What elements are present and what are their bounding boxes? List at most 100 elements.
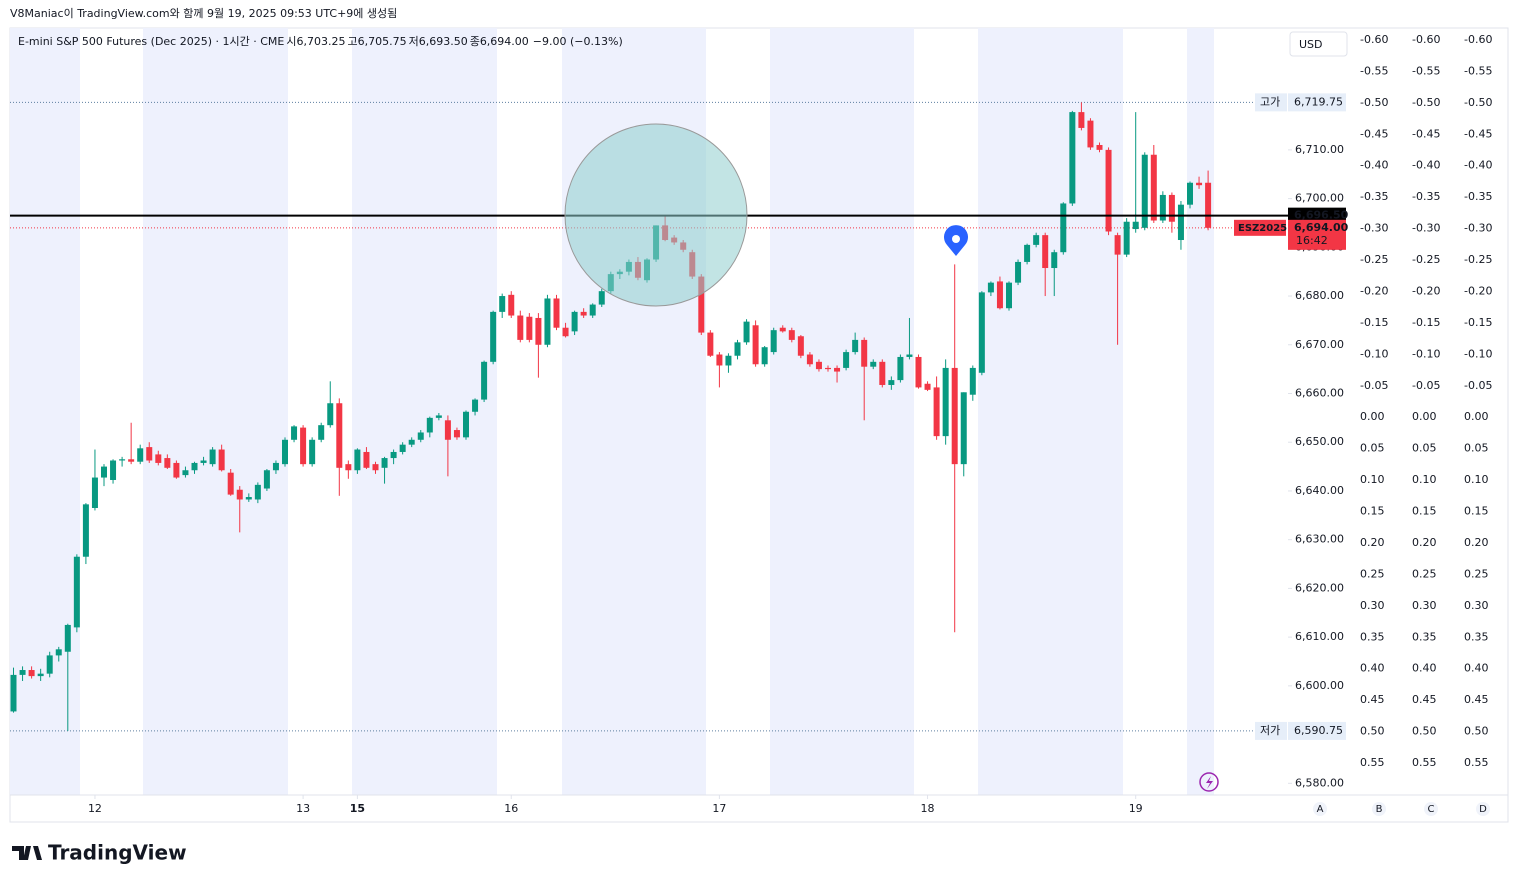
candle-body <box>91 477 98 509</box>
candle-body <box>200 460 207 463</box>
candle-body <box>580 311 587 316</box>
candle-body <box>1006 282 1012 309</box>
candle-body <box>463 411 469 438</box>
candle-body <box>309 439 316 465</box>
x-tick-label: 18 <box>921 802 935 815</box>
last-price-value: 6,694.00 <box>1294 221 1349 234</box>
pct-tick-label: 0.10 <box>1412 473 1437 486</box>
candle-body <box>82 504 89 557</box>
pct-tick-label: -0.10 <box>1360 347 1388 360</box>
pct-tick-label: -0.55 <box>1464 64 1492 77</box>
pct-tick-label: 0.45 <box>1412 693 1437 706</box>
candle-body <box>73 556 80 628</box>
pct-tick-label: -0.55 <box>1360 64 1388 77</box>
pct-tick-label: 0.40 <box>1464 662 1489 675</box>
pct-tick-label: -0.30 <box>1360 222 1388 235</box>
marker-label-box <box>1255 721 1287 740</box>
pct-tick-label: -0.50 <box>1464 96 1492 109</box>
candle-body <box>770 330 777 353</box>
candle-body <box>137 448 144 462</box>
candle-body <box>1087 120 1094 148</box>
pct-tick-label: 0.05 <box>1464 442 1489 455</box>
candle-body <box>209 449 216 465</box>
legend-field-name: 고 <box>347 35 357 48</box>
candle-body <box>1168 194 1175 222</box>
candle-body <box>218 449 225 471</box>
y-tick-label: 6,710.00 <box>1295 143 1344 156</box>
candle-body <box>743 321 750 343</box>
pct-tick-label: -0.15 <box>1412 316 1440 329</box>
pct-tick-label: 0.15 <box>1464 505 1489 518</box>
pct-tick-label: 0.45 <box>1464 693 1489 706</box>
candle-body <box>1150 154 1157 221</box>
x-tick-label: 13 <box>296 802 310 815</box>
scale-button <box>1476 802 1490 816</box>
legend-change: −9.00 (−0.13%) <box>533 35 623 48</box>
candle-body <box>924 383 931 390</box>
pct-tick-label: -0.50 <box>1412 96 1440 109</box>
y-tick-label: 6,700.00 <box>1295 192 1344 205</box>
candle-body <box>417 432 424 440</box>
candle-body <box>272 462 279 471</box>
candle-body <box>933 387 940 437</box>
x-tick-label: 12 <box>88 802 102 815</box>
candle-body <box>1114 235 1121 255</box>
candle-body <box>1123 221 1130 255</box>
logo-icon <box>12 846 42 860</box>
currency[interactable]: USD <box>1299 38 1323 51</box>
candle-body <box>734 342 741 356</box>
candle-body <box>291 426 298 440</box>
candle-body <box>336 403 343 468</box>
marker-label-box <box>1255 93 1287 112</box>
pct-tick-label: -0.25 <box>1412 253 1440 266</box>
y-tick-label: 6,670.00 <box>1295 338 1344 351</box>
candle-body <box>363 451 370 468</box>
pct-tick-label: 0.35 <box>1412 630 1437 643</box>
pct-tick-label: 0.40 <box>1360 662 1385 675</box>
pct-tick-label: 0.35 <box>1360 630 1385 643</box>
legend-symbol: E-mini S&P 500 Futures (Dec 2025) · 1시간 … <box>18 35 284 48</box>
currency-box[interactable] <box>1289 31 1348 57</box>
lightning-bolt <box>1206 776 1213 789</box>
scale-button <box>1313 802 1327 816</box>
candle-body <box>978 292 985 373</box>
candle-body <box>761 347 768 365</box>
lightning-icon[interactable] <box>1199 772 1219 792</box>
y-tick-label: 6,610.00 <box>1295 630 1344 643</box>
pct-tick-label: -0.45 <box>1464 127 1492 140</box>
candle-body <box>779 327 786 332</box>
hline-label: 6,696.50 <box>1294 209 1349 222</box>
candle-body <box>345 464 352 471</box>
scale-name: A <box>1317 804 1324 815</box>
pct-tick-label: 0.40 <box>1412 662 1437 675</box>
candle-body <box>535 317 542 345</box>
circle-drawing[interactable] <box>564 123 748 307</box>
header: V8Maniac이 TradingView.com와 함께 9월 19, 202… <box>10 7 397 20</box>
scale-button <box>1372 802 1386 816</box>
y-tick-label: 6,680.00 <box>1295 289 1344 302</box>
candle-body <box>64 624 71 652</box>
candle-body <box>490 311 497 362</box>
x-tick-label: 16 <box>504 802 518 815</box>
candle-body <box>1015 261 1022 283</box>
candle-body <box>263 470 270 489</box>
pct-tick-label: 0.55 <box>1412 756 1437 769</box>
pct-tick-label: -0.35 <box>1360 190 1388 203</box>
pct-tick-label: -0.40 <box>1464 159 1492 172</box>
scale-name: C <box>1428 804 1435 815</box>
session-band <box>770 28 914 795</box>
candle-body <box>327 403 334 426</box>
y-tick-label: 6,640.00 <box>1295 484 1344 497</box>
pct-tick-label: 0.45 <box>1360 693 1385 706</box>
legend-field-name: 종 <box>470 35 480 48</box>
candle-body <box>173 462 180 478</box>
candle-body <box>390 451 397 459</box>
legend-field-name: 시 <box>286 35 296 48</box>
pct-tick-label: 0.00 <box>1464 410 1489 423</box>
pct-tick-label: -0.30 <box>1412 222 1440 235</box>
candle-body <box>987 282 994 293</box>
last-price-name: ESZ2025 <box>1238 223 1287 234</box>
scale-name: D <box>1479 804 1487 815</box>
pct-tick-label: -0.40 <box>1412 159 1440 172</box>
candle-body <box>598 291 605 305</box>
